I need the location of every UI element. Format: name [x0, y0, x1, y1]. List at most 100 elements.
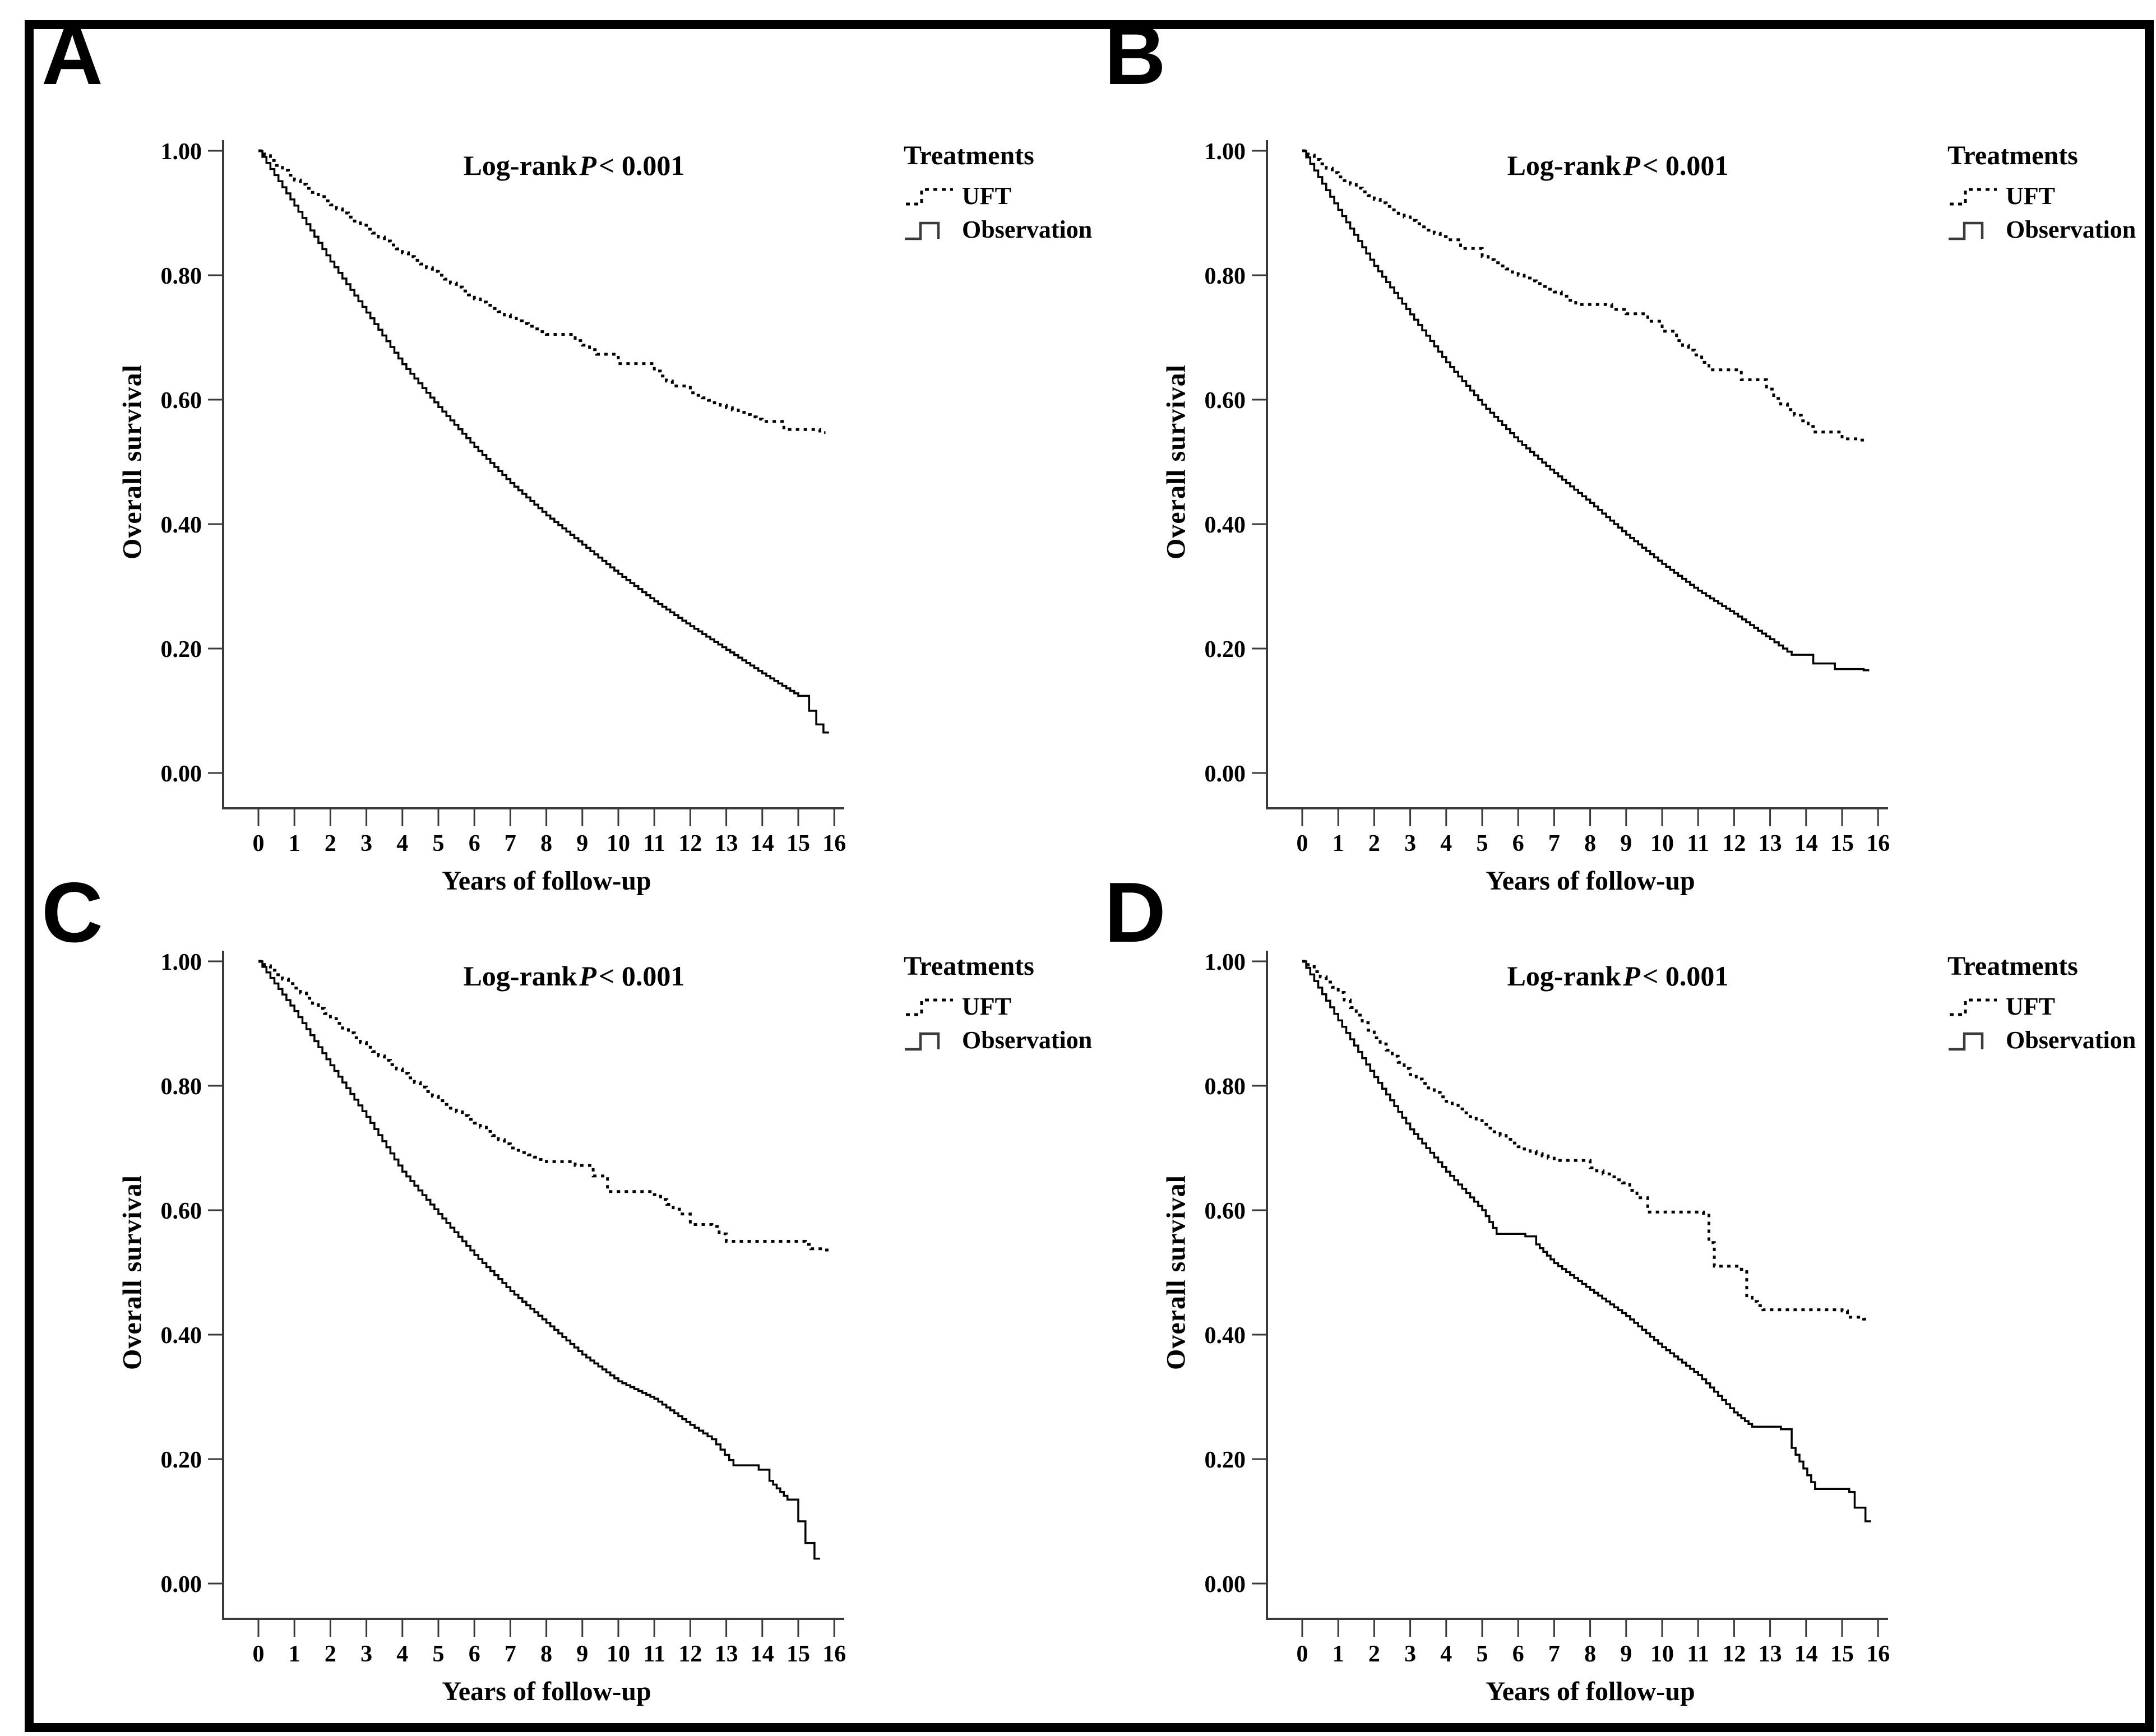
- uft-survival-curve: [258, 149, 826, 434]
- legend-item-uft: UFT: [904, 989, 1092, 1023]
- panel-c-chart: 0.000.200.400.600.801.000 1 2 3 4 5 6 7 8 9 10 11 12…: [161, 950, 846, 1667]
- x-tick-label: 1: [1333, 1641, 1344, 1667]
- observation-survival-curve: [258, 960, 820, 1560]
- x-tick-label: 2: [325, 1641, 336, 1667]
- x-tick-label: 10: [607, 1641, 630, 1667]
- x-tick-label: 15: [786, 1641, 810, 1667]
- legend-title: Treatments: [904, 951, 1034, 981]
- y-tick-label: 0.80: [1205, 1074, 1246, 1100]
- legend-item-uft: UFT: [1947, 989, 2136, 1023]
- uft-dotted-line-icon: [906, 188, 953, 206]
- x-tick-label: 16: [1866, 831, 1890, 857]
- x-tick-label: 6: [1512, 1641, 1524, 1667]
- figure-border-frame: [25, 20, 2154, 1732]
- observation-solid-line-icon: [1949, 1032, 1984, 1051]
- y-axis-title: Overall survival: [117, 1175, 147, 1370]
- panel-b-chart: 0.000.200.400.600.801.000 1 2 3 4 5 6 7 8 9 10 11 12…: [1205, 139, 1890, 857]
- x-tick-label: 11: [1687, 1641, 1709, 1667]
- observation-solid-line-icon: [905, 221, 940, 240]
- x-tick-label: 3: [1404, 1641, 1416, 1667]
- uft-dotted-line-icon: [1950, 188, 1997, 206]
- observation-solid-line-icon: [905, 1032, 940, 1051]
- y-tick-label: 0.00: [161, 1572, 202, 1598]
- legend-item-observation: Observation: [904, 212, 1092, 246]
- panel-d: D 0.00 0.20 0.40 0.60 0.80 1.00 0 1 2 3 4 5 6 7 8 9 10 11…: [1057, 811, 2156, 1735]
- y-tick-label: 0.40: [1205, 1323, 1246, 1349]
- panel-d-letter: D: [1104, 865, 1166, 960]
- x-axis-title: Years of follow-up: [442, 866, 651, 896]
- observation-survival-curve: [258, 150, 829, 734]
- uft-dotted-line-icon: [1950, 998, 1997, 1016]
- x-tick-label: 16: [822, 831, 846, 857]
- legend: Treatments UFT Observation: [1947, 951, 2136, 1057]
- log-rank-annotation: Log-rankP< 0.001: [1507, 960, 1729, 992]
- uft-survival-curve: [258, 960, 829, 1252]
- x-tick-label: 14: [1794, 1641, 1818, 1667]
- x-tick-label: 14: [751, 1641, 774, 1667]
- y-tick-label: 0.80: [1205, 263, 1246, 289]
- panel-b: B 0.00 0.20 0.40 0.60 0.80 1.00 0 1 2 3 4 5 6 7 8 9 10 11…: [1057, 0, 2156, 925]
- x-tick-label: 9: [1620, 1641, 1632, 1667]
- y-tick-label: 1.00: [1205, 950, 1246, 975]
- y-tick-label: 0.20: [161, 1447, 202, 1473]
- x-tick-label: 0: [253, 1641, 265, 1667]
- y-tick-label: 0.20: [1205, 1447, 1246, 1473]
- log-rank-annotation: Log-rankP< 0.001: [463, 150, 685, 181]
- y-tick-label: 0.40: [161, 512, 202, 538]
- x-tick-label: 6: [1512, 831, 1524, 857]
- panel-c: C 0.00 0.20 0.40 0.60 0.80 1.00 0 1 2 3 4 5 6 7 8 9 10 11…: [13, 811, 1112, 1735]
- legend: Treatments UFT Observation: [1947, 140, 2136, 246]
- x-tick-label: 15: [1830, 831, 1854, 857]
- observation-survival-curve: [1302, 960, 1871, 1522]
- x-tick-label: 12: [1722, 1641, 1746, 1667]
- x-tick-label: 5: [1477, 1641, 1488, 1667]
- x-tick-label: 9: [1620, 831, 1632, 857]
- y-tick-label: 1.00: [161, 950, 202, 975]
- x-tick-label: 8: [1584, 831, 1596, 857]
- y-tick-label: 1.00: [161, 139, 202, 165]
- y-tick-label: 0.20: [1205, 637, 1246, 663]
- y-tick-label: 0.40: [161, 1323, 202, 1349]
- legend-title: Treatments: [1947, 951, 2078, 981]
- observation-solid-line-icon: [1949, 221, 1984, 240]
- x-tick-label: 4: [1440, 831, 1452, 857]
- x-tick-label: 11: [1687, 831, 1709, 857]
- x-tick-label: 3: [360, 831, 372, 857]
- legend-title: Treatments: [1947, 141, 2078, 170]
- legend-title: Treatments: [904, 141, 1034, 170]
- x-tick-label: 8: [1584, 1641, 1596, 1667]
- panel-a: A 0.00 0.20 0.40 0.60 0.80 1.00 0 1 2 3 4 5 6 7 8 9 10 11…: [13, 0, 1112, 925]
- x-axis-title: Years of follow-up: [1486, 1677, 1695, 1706]
- y-tick-label: 1.00: [1205, 139, 1246, 165]
- uft-survival-curve: [1302, 960, 1870, 1321]
- y-tick-label: 0.00: [1205, 761, 1246, 787]
- legend-item-observation: Observation: [904, 1023, 1092, 1057]
- panel-c-letter: C: [41, 865, 103, 960]
- y-tick-label: 0.40: [1205, 512, 1246, 538]
- log-rank-annotation: Log-rankP< 0.001: [463, 960, 685, 992]
- legend-item-observation: Observation: [1947, 212, 2136, 246]
- x-tick-label: 7: [505, 1641, 516, 1667]
- observation-survival-curve: [1302, 150, 1870, 672]
- x-tick-label: 12: [678, 831, 702, 857]
- panel-b-letter: B: [1104, 7, 1166, 103]
- x-tick-label: 7: [505, 831, 516, 857]
- legend-item-uft: UFT: [904, 179, 1092, 212]
- legend-item-observation: Observation: [1947, 1023, 2136, 1057]
- x-tick-label: 11: [643, 1641, 665, 1667]
- x-tick-label: 1: [289, 831, 300, 857]
- x-tick-label: 14: [751, 831, 774, 857]
- x-tick-label: 2: [1368, 831, 1380, 857]
- x-tick-label: 7: [1548, 831, 1560, 857]
- x-tick-label: 16: [1866, 1641, 1890, 1667]
- panel-d-chart: 0.000.200.400.600.801.000 1 2 3 4 5 6 7 8 9 10 11 12…: [1205, 950, 1890, 1667]
- x-tick-label: 2: [1368, 1641, 1380, 1667]
- x-tick-label: 9: [576, 1641, 588, 1667]
- x-tick-label: 13: [715, 1641, 738, 1667]
- x-tick-label: 4: [396, 831, 408, 857]
- y-tick-label: 0.20: [161, 637, 202, 663]
- x-tick-label: 3: [360, 1641, 372, 1667]
- x-tick-label: 8: [540, 1641, 552, 1667]
- x-tick-label: 5: [433, 831, 445, 857]
- x-tick-label: 9: [576, 831, 588, 857]
